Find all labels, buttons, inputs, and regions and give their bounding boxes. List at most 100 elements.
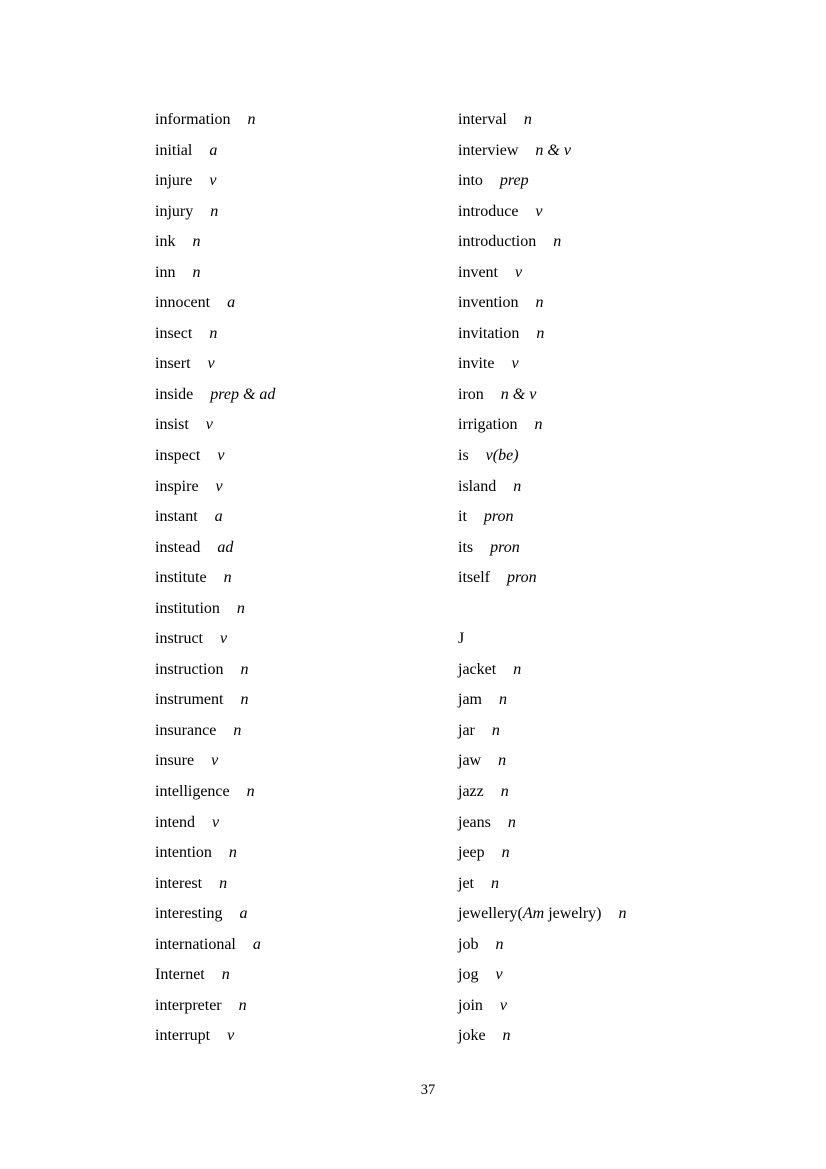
entry-word: jeans: [458, 813, 491, 831]
entry-word: into: [458, 172, 483, 190]
entry-row: it pron: [458, 502, 627, 533]
entry-row: information n: [155, 105, 275, 136]
entry-row: introduce v: [458, 197, 627, 228]
entry-row: into prep: [458, 166, 627, 197]
entry-word: island: [458, 477, 497, 495]
entry-word: injure: [155, 172, 193, 190]
entry-row: insist v: [155, 410, 275, 441]
entry-pos: v: [515, 263, 523, 281]
entry-pos: n: [513, 660, 522, 678]
entry-pos: v: [209, 172, 217, 190]
entry-row: is v(be): [458, 441, 627, 472]
entry-pos: n: [536, 324, 545, 342]
entry-row: invention n: [458, 288, 627, 319]
entry-word: job: [458, 935, 479, 953]
entry-word: initial: [155, 141, 193, 159]
entry-row: instruction n: [155, 655, 275, 686]
entry-pos: v: [495, 966, 503, 984]
entry-word: international: [155, 935, 236, 953]
entry-row: jet n: [458, 869, 627, 900]
entry-pos: v: [215, 477, 223, 495]
entry-row: interval n: [458, 105, 627, 136]
entry-row: its pron: [458, 533, 627, 564]
entry-word: intention: [155, 844, 212, 862]
entry-row: jog v: [458, 960, 627, 991]
entry-word: Internet: [155, 966, 205, 984]
entry-pos: n: [240, 660, 249, 678]
section-header: J: [458, 624, 627, 655]
entry-row: job n: [458, 930, 627, 961]
entry-word: institute: [155, 569, 207, 587]
entry-word: insurance: [155, 721, 217, 739]
entry-row: jewellery(Am jewelry) n: [458, 899, 627, 930]
entry-pos: n: [498, 752, 507, 770]
entry-row: instant a: [155, 502, 275, 533]
entry-word-note: Am: [522, 905, 545, 923]
entry-row: invite v: [458, 349, 627, 380]
entry-word: itself: [458, 569, 490, 587]
entry-word: jar: [458, 721, 475, 739]
entry-word: its: [458, 538, 474, 556]
entry-row: interrupt v: [155, 1021, 275, 1052]
entry-word: interesting: [155, 905, 223, 923]
entry-word: interpreter: [155, 996, 222, 1014]
entry-pos: v: [499, 996, 507, 1014]
entry-word: join: [458, 996, 483, 1014]
entry-row: jacket n: [458, 655, 627, 686]
entry-pos: ad: [217, 538, 234, 556]
entry-row: jazz n: [458, 777, 627, 808]
entry-row: introduction n: [458, 227, 627, 258]
entry-pos: n: [210, 202, 219, 220]
entry-pos: n: [223, 569, 232, 587]
entry-word: ink: [155, 233, 176, 251]
entry-pos: n: [228, 844, 237, 862]
entry-row: iron n & v: [458, 380, 627, 411]
entry-pos: n: [240, 691, 249, 709]
entry-word: information: [155, 111, 231, 128]
entry-row: insect n: [155, 319, 275, 350]
entry-pos: n: [233, 721, 242, 739]
entry-word: invention: [458, 294, 519, 312]
entry-pos: n: [502, 1027, 511, 1045]
entry-row: jaw n: [458, 746, 627, 777]
entry-pos: n: [246, 783, 255, 801]
entry-pos: n: [553, 233, 562, 251]
entry-word: it: [458, 508, 467, 526]
entry-word: insure: [155, 752, 195, 770]
entry-word: injury: [155, 202, 194, 220]
entry-row: injury n: [155, 197, 275, 228]
entry-word: jeep: [458, 844, 485, 862]
entry-word: jazz: [458, 783, 484, 801]
entry-word: joke: [458, 1027, 486, 1045]
entry-word: invite: [458, 355, 495, 373]
entry-pos: prep: [499, 172, 529, 190]
entry-word: interest: [155, 874, 203, 892]
entry-row: invent v: [458, 258, 627, 289]
entry-row: jeep n: [458, 838, 627, 869]
entry-pos: a: [252, 935, 261, 953]
entry-word: is: [458, 447, 469, 465]
entry-pos: n: [500, 783, 509, 801]
entry-row: jam n: [458, 685, 627, 716]
entry-pos: a: [227, 294, 236, 312]
entry-word: inspect: [155, 447, 201, 465]
entry-pos: n: [495, 935, 504, 953]
entry-pos: n & v: [500, 385, 537, 403]
entry-word: irrigation: [458, 416, 518, 434]
entry-row: institution n: [155, 594, 275, 625]
entry-row: ink n: [155, 227, 275, 258]
entry-row: insert v: [155, 349, 275, 380]
entry-row: irrigation n: [458, 410, 627, 441]
entry-row: join v: [458, 991, 627, 1022]
entry-word: instead: [155, 538, 201, 556]
entry-row: initial a: [155, 136, 275, 167]
entry-row: jar n: [458, 716, 627, 747]
entry-word: introduction: [458, 233, 537, 251]
entry-pos: n: [192, 233, 201, 251]
entry-row: institute n: [155, 563, 275, 594]
entry-word: inspire: [155, 477, 199, 495]
entry-row: inspect v: [155, 441, 275, 472]
entry-word: introduce: [458, 202, 519, 220]
entry-pos: n: [513, 477, 522, 495]
entry-pos: pron: [483, 508, 514, 526]
